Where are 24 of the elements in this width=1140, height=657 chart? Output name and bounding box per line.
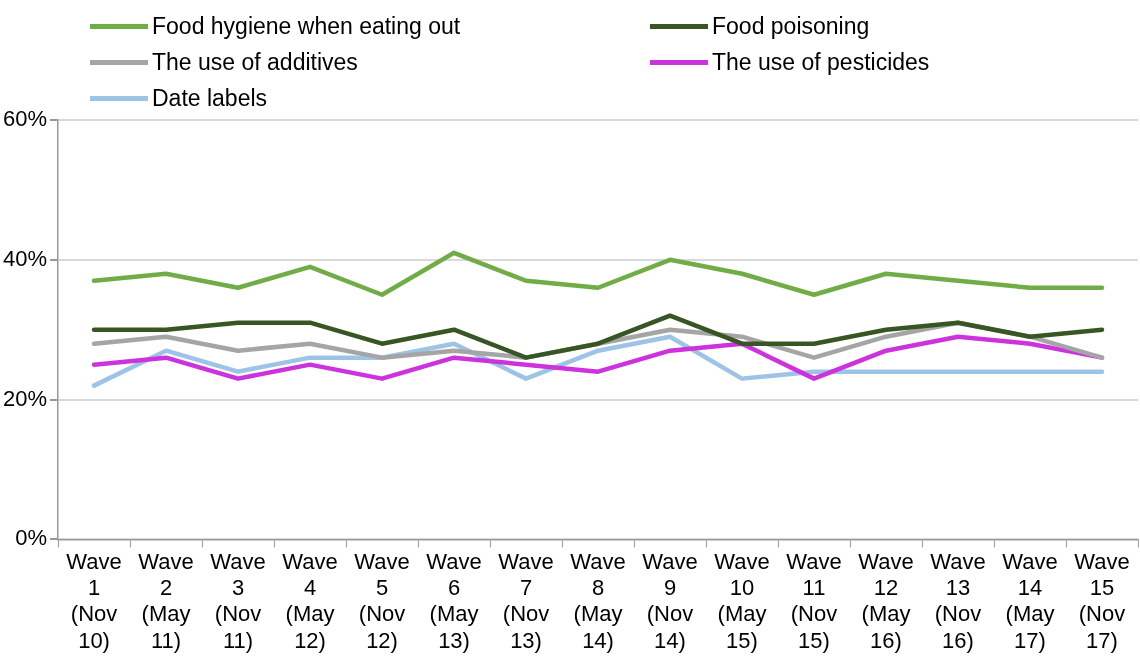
x-tick-label: Wave 8 (May 14) <box>570 548 626 653</box>
x-tick-label: Wave 11 (Nov 15) <box>786 548 842 653</box>
x-tick-label: Wave 4 (May 12) <box>282 548 338 653</box>
x-tick-label: Wave 14 (May 17) <box>1002 548 1058 653</box>
legend-label: The use of pesticides <box>712 48 930 76</box>
x-tick-label: Wave 10 (May 15) <box>714 548 770 653</box>
legend-label: Food hygiene when eating out <box>152 12 461 40</box>
legend-label: Food poisoning <box>712 12 870 40</box>
x-tick-label: Wave 9 (Nov 14) <box>642 548 698 653</box>
x-tick-label: Wave 6 (May 13) <box>426 548 482 653</box>
x-tick-label: Wave 2 (May 11) <box>138 548 194 653</box>
x-tick-label: Wave 5 (Nov 12) <box>354 548 410 653</box>
x-tick-label: Wave 13 (Nov 16) <box>930 548 986 653</box>
x-tick-label: Wave 3 (Nov 11) <box>210 548 266 653</box>
x-tick-label: Wave 7 (Nov 13) <box>498 548 554 653</box>
x-tick-label: Wave 15 (Nov 17) <box>1074 548 1130 653</box>
y-tick-label: 60% <box>2 106 48 132</box>
y-tick-label: 40% <box>2 245 48 271</box>
x-tick-label: Wave 1 (Nov 10) <box>66 548 122 653</box>
x-tick-label: Wave 12 (May 16) <box>858 548 914 653</box>
y-tick-label: 20% <box>2 385 48 411</box>
y-tick-label: 0% <box>15 525 48 551</box>
legend-label: Date labels <box>152 84 268 112</box>
legend-label: The use of additives <box>152 48 358 76</box>
